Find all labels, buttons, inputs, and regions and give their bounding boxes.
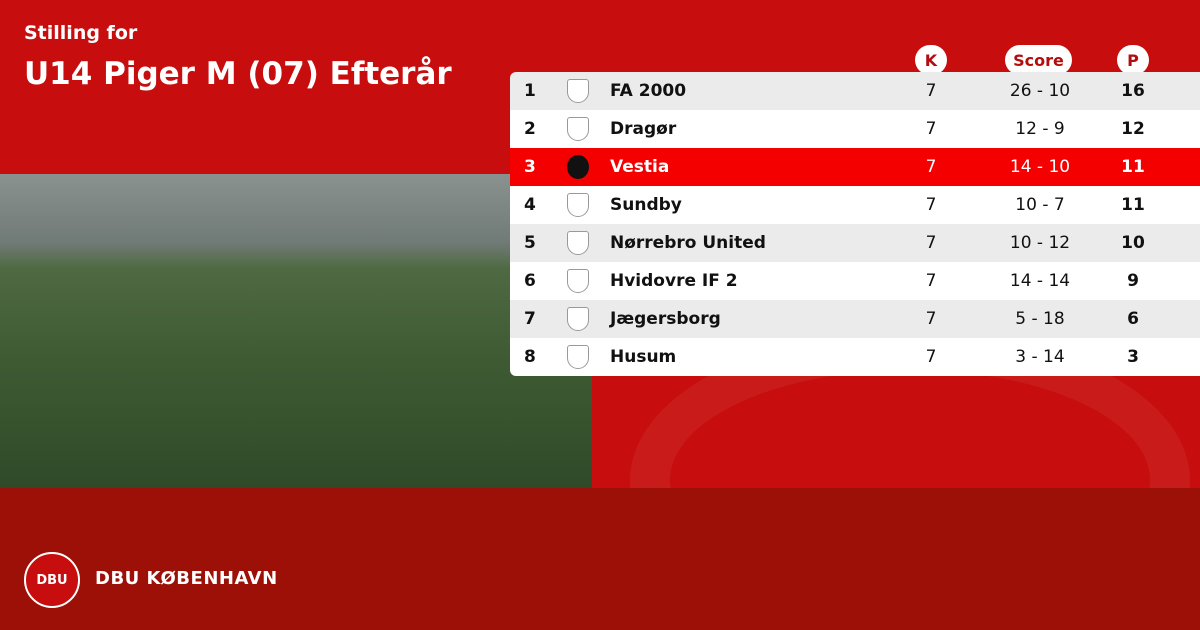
table-row: 8 Husum 7 3 - 14 3 bbox=[510, 338, 1200, 376]
matches-played: 7 bbox=[925, 81, 937, 101]
matches-played: 7 bbox=[925, 271, 937, 291]
points: 11 bbox=[1121, 157, 1145, 177]
jaegersborg-logo bbox=[567, 307, 589, 331]
table-row: 5 Nørrebro United 7 10 - 12 10 bbox=[510, 224, 1200, 262]
team-name: Hvidovre IF 2 bbox=[610, 271, 738, 291]
table-row: 7 Jægersborg 7 5 - 18 6 bbox=[510, 300, 1200, 338]
goal-score: 14 - 14 bbox=[1009, 271, 1071, 291]
points: 12 bbox=[1121, 119, 1145, 139]
rank: 4 bbox=[524, 195, 536, 215]
footer-background bbox=[0, 488, 1200, 630]
rank: 6 bbox=[524, 271, 536, 291]
rank: 5 bbox=[524, 233, 536, 253]
goal-score: 10 - 12 bbox=[1009, 233, 1071, 253]
points: 11 bbox=[1121, 195, 1145, 215]
norrebro-logo bbox=[567, 231, 589, 255]
shield-icon bbox=[567, 345, 589, 369]
goal-score: 3 - 14 bbox=[1015, 347, 1065, 367]
hvidovre-logo bbox=[567, 269, 589, 293]
goal-score: 5 - 18 bbox=[1015, 309, 1065, 329]
team-name: Jægersborg bbox=[610, 309, 721, 329]
team-name: Husum bbox=[610, 347, 677, 367]
column-header-k: K bbox=[915, 45, 947, 75]
matches-played: 7 bbox=[925, 119, 937, 139]
goal-score: 14 - 10 bbox=[1009, 157, 1071, 177]
table-row: 4 Sundby 7 10 - 7 11 bbox=[510, 186, 1200, 224]
standings-table: 1 FA 2000 7 26 - 10 16 2 Dragør 7 12 - 9 … bbox=[510, 72, 1200, 376]
matches-played: 7 bbox=[925, 309, 937, 329]
shield-icon bbox=[567, 117, 589, 141]
sundby-logo bbox=[567, 193, 589, 217]
points: 10 bbox=[1121, 233, 1145, 253]
matches-played: 7 bbox=[925, 347, 937, 367]
goal-score: 12 - 9 bbox=[1015, 119, 1065, 139]
table-row: 1 FA 2000 7 26 - 10 16 bbox=[510, 72, 1200, 110]
goal-score: 10 - 7 bbox=[1015, 195, 1065, 215]
rank: 7 bbox=[524, 309, 536, 329]
team-name: FA 2000 bbox=[610, 81, 687, 101]
table-row: 2 Dragør 7 12 - 9 12 bbox=[510, 110, 1200, 148]
dbu-logo: DBU bbox=[24, 552, 80, 608]
team-name: Vestia bbox=[610, 157, 670, 177]
match-photo bbox=[0, 174, 592, 488]
rank: 1 bbox=[524, 81, 536, 101]
points: 3 bbox=[1127, 347, 1139, 367]
matches-played: 7 bbox=[925, 157, 937, 177]
goal-score: 26 - 10 bbox=[1009, 81, 1071, 101]
rank: 8 bbox=[524, 347, 536, 367]
brand-name: DBU KØBENHAVN bbox=[95, 568, 278, 589]
points: 16 bbox=[1121, 81, 1145, 101]
team-name: Dragør bbox=[610, 119, 677, 139]
rank: 3 bbox=[524, 157, 536, 177]
team-name: Nørrebro United bbox=[610, 233, 766, 253]
column-header-score: Score bbox=[1005, 45, 1072, 75]
page-subtitle: Stilling for bbox=[24, 22, 138, 44]
column-header-p: P bbox=[1117, 45, 1149, 75]
rank: 2 bbox=[524, 119, 536, 139]
points: 9 bbox=[1127, 271, 1139, 291]
team-name: Sundby bbox=[610, 195, 682, 215]
table-row: 6 Hvidovre IF 2 7 14 - 14 9 bbox=[510, 262, 1200, 300]
table-row: 3 Vestia 7 14 - 10 11 bbox=[510, 148, 1200, 186]
points: 6 bbox=[1127, 309, 1139, 329]
matches-played: 7 bbox=[925, 195, 937, 215]
matches-played: 7 bbox=[925, 233, 937, 253]
page-title: U14 Piger M (07) Efterår bbox=[24, 56, 452, 92]
vestia-logo bbox=[567, 155, 589, 179]
shield-icon bbox=[567, 79, 589, 103]
